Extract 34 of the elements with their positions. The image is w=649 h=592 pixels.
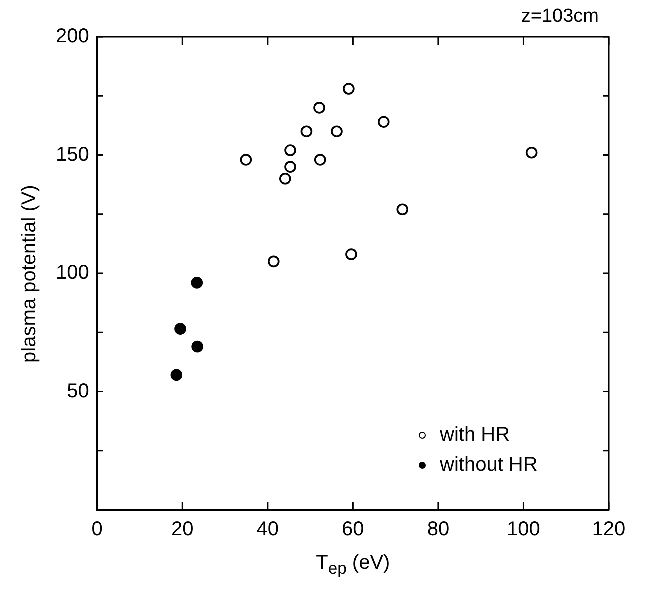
point xyxy=(300,126,313,138)
x-tick-label: 0 xyxy=(92,518,103,541)
x-axis-title: T$_{ep}$ (eV) xyxy=(316,552,390,579)
point xyxy=(343,83,355,95)
text: z=103cm xyxy=(521,6,599,28)
y-tick-label: 50 xyxy=(67,380,90,402)
legend-label: with HR xyxy=(440,423,510,448)
point xyxy=(314,102,326,114)
point xyxy=(378,116,390,128)
point xyxy=(284,161,296,173)
point xyxy=(526,146,538,159)
point xyxy=(240,154,252,166)
point xyxy=(284,144,296,156)
y-tick-label: 100 xyxy=(56,262,90,284)
point xyxy=(268,256,280,268)
x-tick-label: 100 xyxy=(507,518,540,541)
x-tick-label: 120 xyxy=(592,518,626,541)
point xyxy=(279,173,292,185)
legend-label: without HR xyxy=(440,453,538,478)
x-tick-label: 80 xyxy=(427,518,450,541)
x-tick-label: 20 xyxy=(172,518,194,541)
y-tick-label: 150 xyxy=(56,144,90,166)
point xyxy=(314,154,326,166)
point xyxy=(170,369,183,382)
x-tick-label: 40 xyxy=(256,518,280,541)
point xyxy=(396,204,409,216)
point xyxy=(191,277,204,289)
point xyxy=(174,323,186,335)
point xyxy=(331,126,343,138)
point xyxy=(346,248,358,260)
y-axis-title: plasma potential (V) xyxy=(18,184,42,362)
x-tick-label: 60 xyxy=(342,518,364,541)
y-tick-label: 200 xyxy=(56,26,90,48)
point xyxy=(192,340,204,353)
